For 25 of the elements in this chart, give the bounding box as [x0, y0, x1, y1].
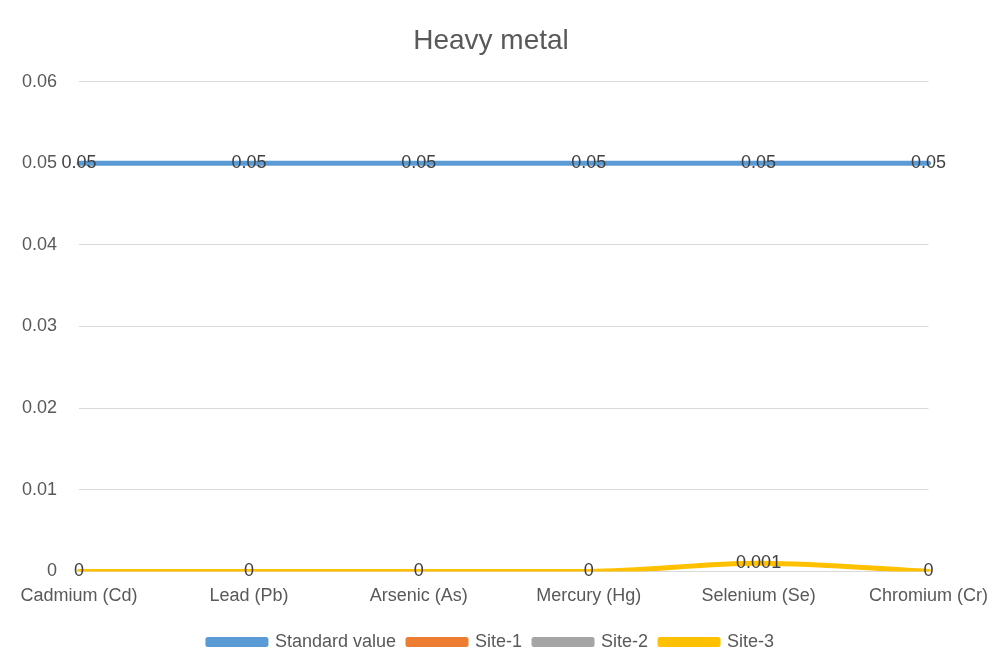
y-tick-label: 0.06: [21, 70, 58, 91]
data-label: 0.05: [61, 152, 97, 173]
x-tick-label: Arsenic (As): [369, 585, 468, 606]
x-tick-label: Mercury (Hg): [536, 585, 642, 606]
y-tick-label: 0.05: [21, 152, 58, 173]
y-tick-label: 0.04: [21, 233, 58, 254]
data-label: 0.05: [401, 152, 437, 173]
y-tick-label: 0: [47, 560, 58, 581]
x-tick-label: Chromium (Cr): [869, 585, 988, 606]
x-tick-label: Cadmium (Cd): [20, 585, 138, 606]
data-label: 0.05: [571, 152, 607, 173]
legend-label: Site-2: [601, 630, 649, 651]
y-tick-label: 0.01: [21, 478, 58, 499]
y-tick-label: 0.03: [21, 315, 58, 336]
y-tick-label: 0.02: [21, 397, 58, 418]
legend-label: Standard value: [274, 630, 397, 651]
x-tick-label: Lead (Pb): [209, 585, 289, 606]
x-tick-label: Selenium (Se): [701, 585, 816, 606]
chart-title: Heavy metal: [413, 23, 569, 55]
data-label: 0.05: [231, 152, 267, 173]
legend-label: Site-1: [475, 630, 523, 651]
legend-label: Site-3: [727, 630, 775, 651]
data-label: 0.05: [741, 152, 777, 173]
data-label: 0.05: [910, 152, 947, 173]
data-label: 0.001: [736, 552, 782, 573]
